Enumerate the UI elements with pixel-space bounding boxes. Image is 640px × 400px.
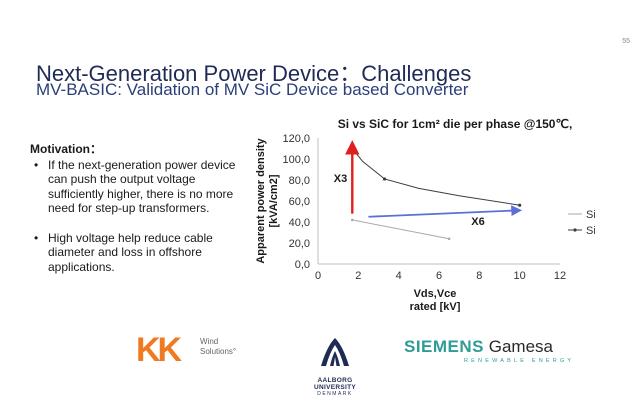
aalborg-university-logo: AALBORG UNIVERSITY DENMARK [296, 336, 374, 398]
series-sic-point [382, 177, 387, 181]
slide-title: Next-Generation Power Device：Challenges [36, 61, 472, 86]
kk-mark: KK [136, 331, 182, 369]
motivation-bullet: If the next-generation power device can … [30, 158, 242, 216]
kk-wordmark-line2: Solutions° [200, 347, 237, 356]
x6-label: X6 [471, 216, 484, 228]
series-sic-point [518, 203, 522, 207]
x-tick-label: 12 [554, 270, 566, 282]
y-tick-label: 40,0 [289, 217, 310, 229]
x-tick-label: 6 [436, 270, 442, 282]
x-tick-label: 0 [315, 270, 321, 282]
aau-emblem-icon [321, 338, 349, 366]
y-tick-label: 60,0 [289, 196, 310, 208]
x-tick-label: 10 [514, 270, 526, 282]
aau-name: AALBORG UNIVERSITY [313, 377, 356, 391]
kk-wordmark: Wind Solutions° [200, 337, 236, 357]
page-number: 55 [622, 38, 630, 45]
aau-country: DENMARK [317, 391, 353, 397]
y-tick-label: 80,0 [289, 175, 310, 187]
x-tick-label: 4 [396, 270, 402, 282]
legend-sic-marker [573, 228, 577, 232]
legend-sic-label: SiC [586, 225, 595, 237]
y-axis-label: Apparent power density[kVA/cm2] [255, 137, 280, 263]
power-density-chart: Si vs SiC for 1cm² die per phase @150℃, 0… [255, 117, 595, 312]
series-sic-line [351, 148, 520, 206]
x3-label: X3 [334, 173, 347, 185]
y-tick-label: 120,0 [282, 133, 310, 145]
x-tick-label: 2 [355, 270, 361, 282]
kk-wordmark-line1: Wind [200, 337, 219, 346]
legend-si-label: Si [586, 209, 595, 221]
y-tick-label: 0,0 [295, 259, 310, 271]
x6-arrow [368, 205, 523, 218]
siemens-gamesa-logo: SIEMENS Gamesa RENEWABLE ENERGY [404, 337, 575, 365]
motivation-heading: Motivation： [30, 142, 102, 156]
y-tick-label: 100,0 [282, 154, 310, 166]
y-tick-label: 20,0 [289, 238, 310, 250]
motivation-section: Motivation： If the next-generation power… [30, 142, 242, 289]
slide-subtitle: MV-BASIC: Validation of MV SiC Device ba… [36, 80, 469, 99]
x-tick-label: 8 [476, 270, 482, 282]
series-si-point [350, 218, 354, 222]
siemens-tagline: RENEWABLE ENERGY [464, 358, 575, 364]
chart-title: Si vs SiC for 1cm² die per phase @150℃, [338, 117, 573, 131]
kk-wind-solutions-logo: KK Wind Solutions° [136, 330, 271, 374]
gamesa-wordmark: Gamesa [484, 337, 554, 356]
x-axis-label: Vds,Vce rated [kV] [410, 288, 461, 312]
siemens-wordmark: SIEMENS [404, 337, 485, 356]
motivation-bullet: High voltage help reduce cable diameter … [30, 231, 242, 275]
series-si-point [447, 237, 451, 241]
series-si-line [352, 219, 450, 240]
motivation-list: If the next-generation power device can … [30, 158, 242, 275]
